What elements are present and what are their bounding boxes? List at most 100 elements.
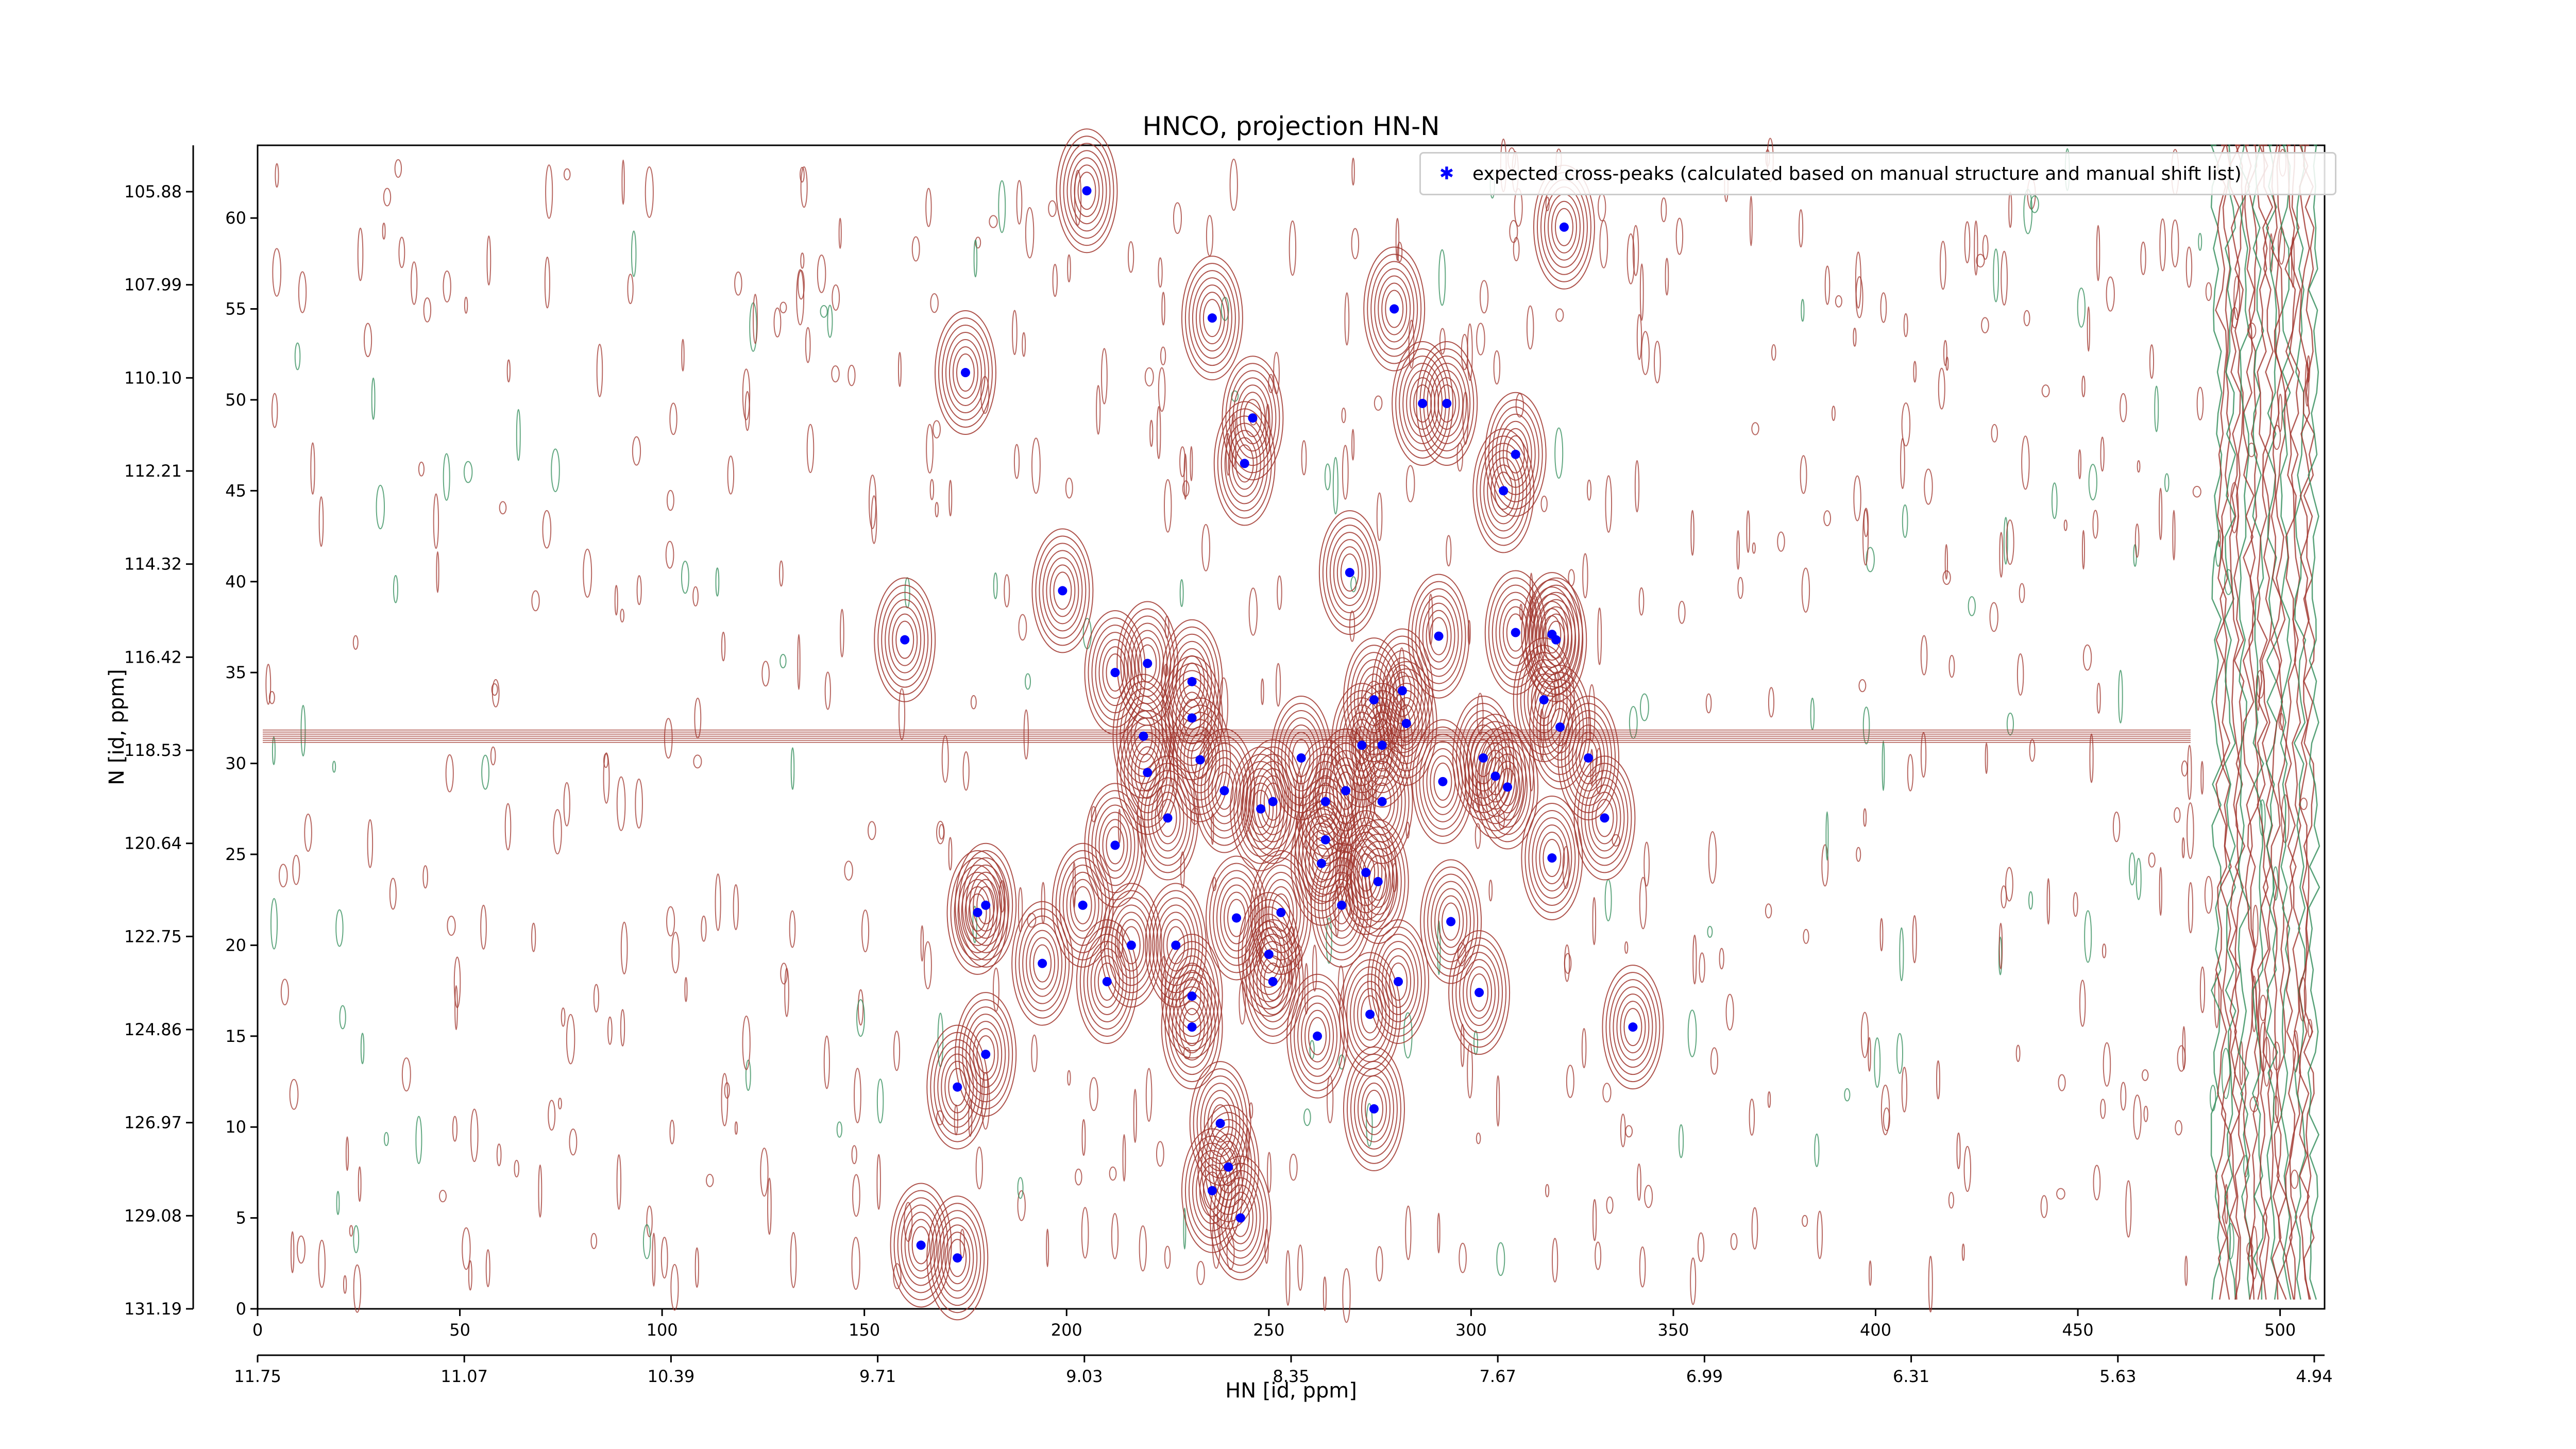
noise-contour <box>1024 673 1031 690</box>
noise-contour <box>706 1173 714 1187</box>
peak-contour <box>1245 926 1300 1037</box>
noise-contour <box>760 1148 769 1197</box>
noise-contour <box>504 803 512 851</box>
peak-contour <box>973 1028 999 1081</box>
peak-contour <box>1389 962 1408 1001</box>
peak-contour <box>1427 362 1467 444</box>
noise-contour <box>1710 1047 1718 1075</box>
peak-contour <box>1547 620 1566 659</box>
peak-contour <box>1216 1170 1264 1266</box>
noise-contour <box>2125 1180 2132 1238</box>
noise-contour <box>1101 348 1108 405</box>
cross-peak-point <box>1240 459 1249 468</box>
peak-contour <box>911 1226 930 1265</box>
noise-contour <box>2196 386 2204 420</box>
noise-contour <box>805 327 811 363</box>
noise-contour <box>856 999 865 1037</box>
peak-contour <box>1179 1001 1205 1054</box>
noise-contour <box>411 261 418 305</box>
peak-contour <box>952 346 978 399</box>
noise-contour <box>2199 966 2206 1014</box>
noise-contour <box>681 561 689 594</box>
peak-contour <box>1314 728 1377 853</box>
peak-contour <box>1284 724 1318 791</box>
noise-contour <box>1564 944 1570 982</box>
noise-contour <box>415 1116 422 1165</box>
noise-contour <box>2159 218 2166 272</box>
noise-contour <box>310 442 315 495</box>
noise-contour <box>671 932 680 973</box>
noise-contour <box>1081 1119 1086 1156</box>
peak-contour <box>1213 401 1276 526</box>
noise-contour <box>1903 313 1908 338</box>
noise-contour <box>1880 1084 1890 1136</box>
peak-contour <box>1053 571 1072 610</box>
noise-contour <box>1705 693 1712 714</box>
noise-contour <box>1863 808 1867 827</box>
peak-contour <box>1322 517 1377 628</box>
noise-contour <box>357 227 364 281</box>
peak-contour <box>1620 1001 1646 1054</box>
noise-contour <box>616 776 626 831</box>
cross-peak-point <box>1268 797 1278 806</box>
noise-contour <box>265 664 272 705</box>
peak-contour <box>1588 784 1621 852</box>
noise-contour <box>669 402 677 435</box>
noise-contour <box>1858 679 1867 693</box>
noise-contour <box>797 634 801 690</box>
ppm-y-tick-label: 126.97 <box>124 1113 182 1133</box>
noise-contour <box>343 1275 347 1294</box>
noise-contour <box>2073 892 2078 917</box>
peak-contour <box>1318 510 1381 635</box>
peak-contour <box>1238 892 1300 1017</box>
noise-contour <box>1730 1233 1738 1250</box>
noise-contour <box>1475 823 1481 849</box>
peak-contour <box>1412 719 1474 844</box>
peak-contour <box>1466 966 1493 1019</box>
noise-contour <box>1985 743 1988 774</box>
cross-peak-point <box>1418 398 1428 408</box>
peak-contour <box>1088 617 1143 728</box>
noise-contour <box>1690 1257 1697 1305</box>
noise-contour <box>272 248 282 297</box>
peak-contour <box>950 857 1005 968</box>
peak-contour <box>1106 653 1125 692</box>
x-axis-label: HN [id, ppm] <box>1225 1379 1357 1403</box>
noise-contour <box>1800 455 1807 494</box>
solvent-contour <box>2280 144 2292 1300</box>
noise-contour <box>681 339 685 372</box>
noise-contour <box>1017 1177 1024 1199</box>
noise-contour <box>715 567 720 597</box>
noise-contour <box>962 751 970 791</box>
legend-label: expected cross-peaks (calculated based o… <box>1472 163 2242 184</box>
x-tick-label: 200 <box>1051 1320 1082 1340</box>
peak-contour <box>1228 430 1261 497</box>
peak-contour <box>1378 940 1419 1022</box>
peak-contour <box>1268 886 1294 939</box>
noise-contour <box>761 661 770 687</box>
noise-contour <box>670 1263 679 1311</box>
noise-contour <box>349 1225 353 1237</box>
noise-contour <box>666 490 674 511</box>
noise-contour <box>838 217 842 249</box>
noise-contour <box>443 270 451 302</box>
noise-contour <box>1376 1246 1383 1282</box>
cross-peak-point <box>1139 731 1148 741</box>
peak-contour <box>1112 673 1175 799</box>
axes: 0 50 100 150 200 250 300 350 400 450 500 0 5 10 15 20 25… <box>124 145 2333 1386</box>
ppm-y-tick-label: 116.42 <box>124 647 182 667</box>
peak-contour <box>956 353 975 392</box>
peak-contour <box>1434 888 1468 955</box>
noise-contour <box>563 782 570 827</box>
peak-contour <box>1079 926 1134 1037</box>
peak-contour <box>1224 423 1265 504</box>
noise-contour <box>485 1249 490 1288</box>
noise-contour <box>1566 1065 1574 1098</box>
noise-contour <box>2079 980 2086 1027</box>
noise-contour <box>566 1014 575 1065</box>
noise-contour <box>1678 600 1686 624</box>
noise-contour <box>993 572 998 599</box>
peak-contour <box>1286 973 1349 1099</box>
peak-contour <box>1524 803 1580 914</box>
cross-peak-point <box>1490 771 1500 781</box>
